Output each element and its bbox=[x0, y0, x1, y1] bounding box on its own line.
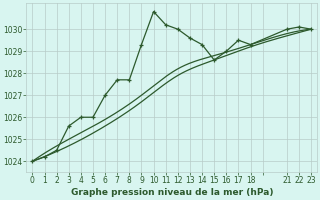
X-axis label: Graphe pression niveau de la mer (hPa): Graphe pression niveau de la mer (hPa) bbox=[70, 188, 273, 197]
